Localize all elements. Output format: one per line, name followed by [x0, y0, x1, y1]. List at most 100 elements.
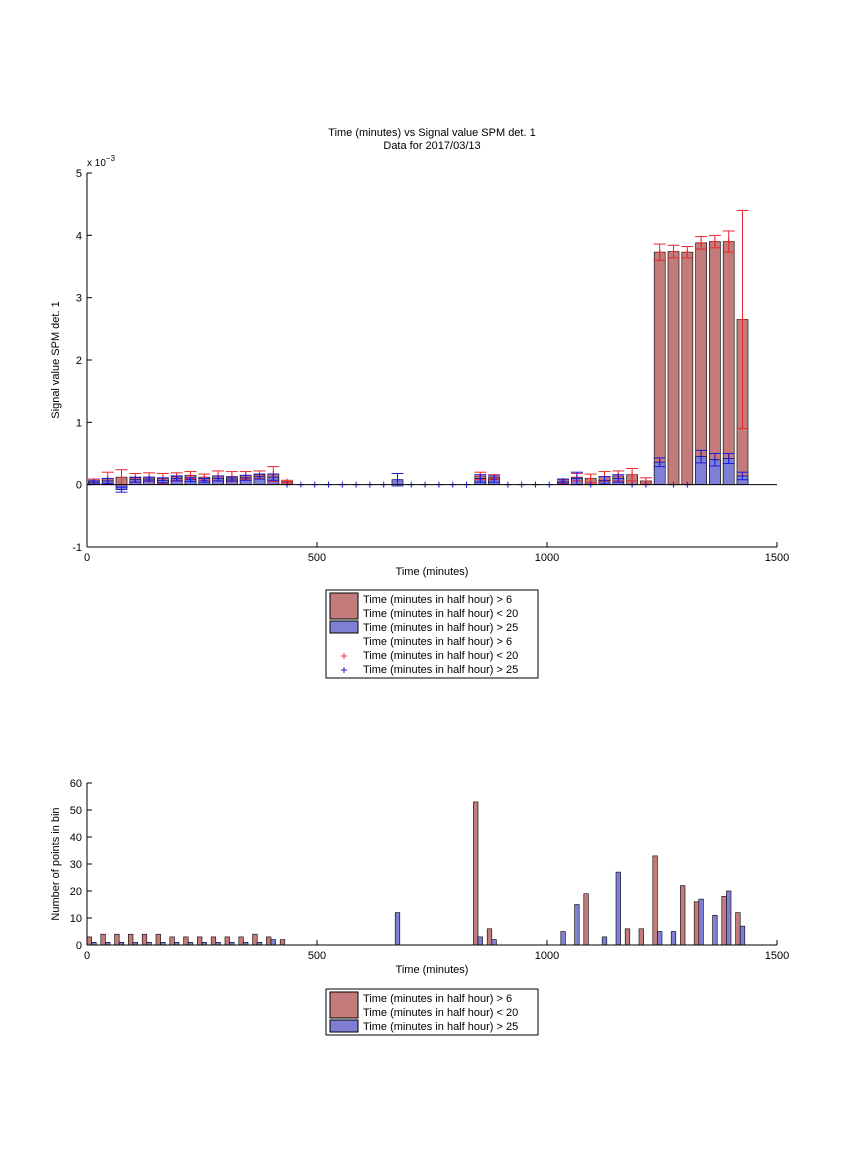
count-bar — [583, 893, 589, 946]
x-tick-label: 0 — [84, 950, 90, 962]
count-bar — [86, 936, 92, 946]
legend-entry: Time (minutes in half hour) < 20 — [363, 608, 518, 620]
count-bar — [155, 933, 161, 946]
count-bar — [624, 928, 631, 946]
count-bar — [693, 901, 700, 946]
x-tick-label: 1500 — [765, 552, 789, 564]
x-axis-label: Time (minutes) — [396, 964, 469, 976]
y-axis-label: Signal value SPM det. 1 — [50, 301, 62, 418]
count-bar — [238, 936, 244, 946]
count-legend: Time (minutes in half hour) > 6 Time (min… — [325, 988, 539, 1036]
count-axes: 0 500 1000 1500 0 10 20 30 40 50 60 — [70, 778, 789, 962]
count-bar — [721, 896, 727, 946]
legend-entry: Time (minutes in half hour) > 25 — [363, 1021, 518, 1033]
x-tick-label: 0 — [84, 552, 90, 564]
bar — [695, 242, 707, 485]
legend-entry: Time (minutes in half hour) < 20 — [363, 650, 518, 662]
chart-title: Time (minutes) vs Signal value SPM det. … — [328, 127, 535, 139]
y-tick-label: 4 — [76, 230, 82, 242]
bar — [681, 251, 694, 485]
count-bar — [477, 936, 483, 946]
y-tick-label: 20 — [70, 886, 82, 898]
count-bar — [680, 885, 686, 946]
count-bar — [128, 933, 134, 946]
legend-entry: Time (minutes in half hour) > 25 — [363, 664, 518, 676]
count-bar — [197, 936, 203, 946]
legend-box — [325, 589, 539, 679]
legend-entry: Time (minutes in half hour) > 25 — [363, 622, 518, 634]
y-tick-label: 3 — [76, 293, 82, 305]
legend-entry: Time (minutes in half hour) < 20 — [363, 1007, 518, 1019]
count-bar — [601, 936, 608, 946]
count-bar — [394, 912, 401, 946]
x-tick-label: 1000 — [535, 552, 559, 564]
x-tick-label: 500 — [308, 552, 326, 564]
y-tick-label: 50 — [70, 805, 82, 817]
bar — [709, 241, 721, 485]
x-tick-label: 1500 — [765, 950, 789, 962]
x-tick-label: 500 — [308, 950, 326, 962]
legend-entry: Time (minutes in half hour) > 6 — [363, 594, 512, 606]
legend-entry: Time (minutes in half hour) > 6 — [363, 993, 512, 1005]
x-axis-label: Time (minutes) — [396, 566, 469, 578]
svg-text:x 10−3: x 10−3 — [87, 154, 116, 169]
count-bar — [574, 904, 580, 946]
count-bar — [279, 939, 286, 946]
count-bar — [486, 928, 493, 946]
count-bar — [224, 936, 230, 946]
count-bar — [114, 933, 120, 946]
bar — [722, 241, 735, 485]
legend-swatch — [329, 991, 359, 1019]
signal-bars — [87, 209, 749, 493]
count-bar — [491, 939, 497, 946]
count-chart: 0 500 1000 1500 0 10 20 30 40 50 60 Time (minutes)… — [50, 778, 789, 1036]
x-tick-label: 1000 — [535, 950, 559, 962]
count-bar — [141, 933, 148, 946]
y-tick-label: 30 — [70, 859, 82, 871]
signal-legend: Time (minutes in half hour) > 6 Time (min… — [325, 589, 539, 679]
count-bar — [670, 931, 677, 946]
legend-box — [325, 988, 539, 1036]
y-tick-label: 2 — [76, 355, 82, 367]
y-tick-label: 0 — [76, 940, 82, 952]
count-bar — [652, 855, 658, 946]
count-bar — [169, 936, 175, 946]
count-bar — [100, 933, 106, 946]
count-bar — [560, 931, 566, 946]
legend-entry: Time (minutes in half hour) > 6 — [363, 636, 512, 648]
legend-swatch — [329, 1019, 359, 1033]
count-bar — [726, 890, 732, 946]
y-tick-label: 60 — [70, 778, 82, 790]
chart-subtitle: Data for 2017/03/13 — [383, 140, 480, 152]
y-tick-label: 40 — [70, 832, 82, 844]
count-bar — [615, 871, 621, 946]
y-tick-label: 0 — [76, 480, 82, 492]
count-bar — [252, 933, 258, 946]
y-tick-label: -1 — [72, 542, 82, 554]
y-tick-label: 5 — [76, 168, 82, 180]
legend-swatch — [329, 592, 359, 620]
count-bar — [735, 912, 741, 946]
count-bar — [698, 898, 704, 946]
bar — [667, 251, 680, 485]
y-tick-label: 10 — [70, 913, 82, 925]
count-bar — [210, 936, 217, 946]
count-bar — [266, 936, 272, 946]
signal-chart: Time (minutes) vs Signal value SPM det. … — [50, 127, 789, 679]
count-bars — [86, 801, 746, 946]
plot-area — [87, 783, 777, 945]
y-exponent-label: x 10−3 — [87, 154, 116, 169]
bar — [653, 251, 666, 485]
count-bar — [473, 801, 479, 946]
count-bar — [657, 931, 663, 946]
count-bar — [183, 936, 189, 946]
count-bar — [739, 925, 746, 946]
count-bar — [270, 939, 276, 946]
count-bar — [712, 914, 718, 946]
y-tick-label: 1 — [76, 417, 82, 429]
legend-swatch — [329, 620, 359, 634]
count-bar — [638, 928, 644, 946]
y-axis-label: Number of points in bin — [50, 807, 62, 920]
